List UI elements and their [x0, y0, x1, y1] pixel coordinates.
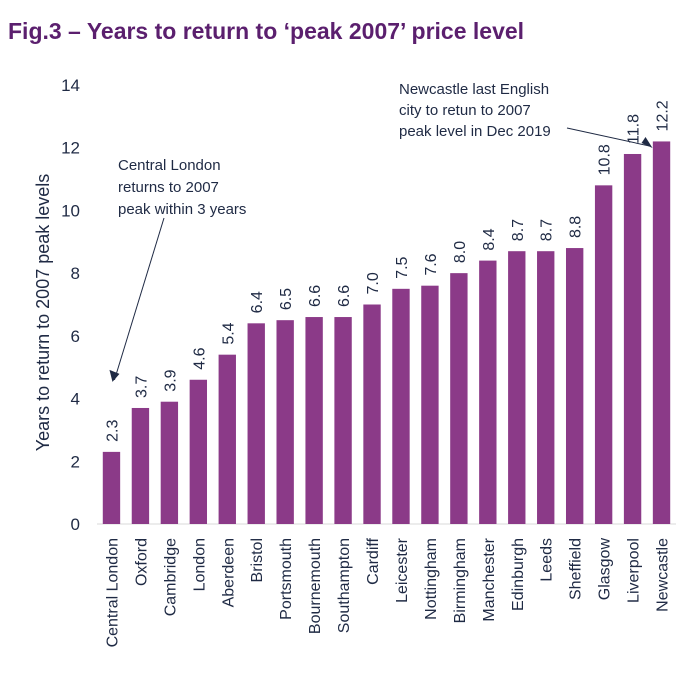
bar — [421, 285, 439, 524]
data-label: 2.3 — [104, 420, 121, 442]
data-label: 8.4 — [481, 228, 498, 250]
x-tick-label: Oxford — [133, 538, 150, 586]
data-label: 3.7 — [133, 376, 150, 398]
y-tick-label: 0 — [71, 515, 80, 534]
annotation-text: Newcastle last English — [399, 81, 549, 98]
x-tick-label: Newcastle — [655, 538, 672, 612]
data-label: 6.5 — [278, 288, 295, 310]
data-label: 4.6 — [191, 347, 208, 369]
x-tick-label: Cambridge — [162, 538, 179, 616]
data-label: 8.0 — [452, 241, 469, 263]
y-tick-label: 12 — [61, 139, 80, 158]
x-tick-label: Cardiff — [365, 537, 382, 584]
data-label: 8.8 — [568, 216, 585, 238]
x-tick-label: Leeds — [539, 538, 556, 582]
annotation-arrow — [566, 127, 650, 147]
value-labels: 2.3 3.7 3.9 4.6 5.4 6.4 6.5 6.6 6.6 7.0 7.5 7.6 8.0 8… — [104, 100, 671, 442]
x-tick-label: Aberdeen — [220, 538, 237, 607]
chart-title: Fig.3 – Years to return to ‘peak 2007’ p… — [8, 18, 525, 44]
bar — [479, 260, 497, 524]
x-tick-label: London — [191, 538, 208, 591]
data-label: 10.8 — [597, 144, 614, 175]
bar — [537, 251, 555, 524]
data-label: 12.2 — [655, 100, 672, 131]
x-tick-label: Edinburgh — [510, 538, 527, 611]
x-tick-label: Portsmouth — [278, 538, 295, 620]
bar — [247, 323, 265, 524]
x-tick-label: Nottingham — [423, 538, 440, 620]
data-label: 8.7 — [510, 219, 527, 241]
bar — [102, 451, 121, 524]
data-label: 7.0 — [365, 272, 382, 294]
x-tick-label: Central London — [104, 538, 121, 647]
x-tick-label: Manchester — [481, 537, 498, 621]
y-tick-label: 14 — [61, 76, 80, 95]
data-label: 6.6 — [336, 285, 353, 307]
y-axis-label: Years to return to 2007 peak levels — [33, 174, 53, 452]
bar — [363, 304, 381, 524]
x-tick-label: Sheffield — [568, 538, 585, 600]
data-label: 6.4 — [249, 291, 266, 313]
bar — [594, 185, 613, 525]
bar — [276, 320, 294, 524]
data-label: 5.4 — [220, 322, 237, 344]
bar — [189, 379, 208, 524]
bar — [334, 317, 352, 524]
bar — [565, 248, 584, 525]
bar — [305, 317, 323, 524]
annotations: Central London returns to 2007 peak within… — [109, 81, 653, 382]
annotation-text: city to retun to 2007 — [399, 102, 531, 119]
y-tick-label: 2 — [71, 452, 80, 471]
bar — [131, 407, 150, 524]
x-tick-label: Birmingham — [452, 538, 469, 623]
data-label: 11.8 — [626, 114, 643, 144]
x-tick-label: Leicester — [394, 537, 411, 603]
annotation-text: peak level in Dec 2019 — [399, 123, 551, 140]
bar — [218, 354, 236, 524]
bar — [392, 288, 410, 524]
bar — [450, 273, 468, 524]
y-tick-label: 10 — [61, 201, 80, 220]
annotation-arrow — [113, 217, 165, 381]
bar — [508, 251, 526, 524]
annotation-arrowhead — [641, 137, 653, 148]
data-label: 8.7 — [539, 219, 556, 241]
x-tick-label: Liverpool — [626, 538, 643, 603]
category-labels: Central London Oxford Cambridge London Aberd… — [104, 537, 671, 647]
axes: 0 2 4 6 8 10 12 14 Years to return to 2007 peak … — [33, 76, 676, 534]
data-label: 3.9 — [162, 369, 179, 391]
x-tick-label: Bournemouth — [307, 538, 324, 634]
annotation-text: Central London — [118, 157, 221, 174]
x-tick-label: Glasgow — [597, 538, 614, 601]
y-tick-label: 4 — [71, 390, 80, 409]
bar — [623, 153, 642, 524]
y-tick-label: 6 — [71, 327, 80, 346]
x-tick-label: Bristol — [249, 538, 266, 582]
data-label: 7.6 — [423, 253, 440, 275]
y-tick-label: 8 — [71, 264, 80, 283]
bar — [160, 401, 179, 524]
bar — [652, 141, 671, 524]
bars — [102, 141, 671, 525]
annotation-text: peak within 3 years — [118, 201, 246, 218]
data-label: 6.6 — [307, 285, 324, 307]
x-tick-label: Southampton — [336, 538, 353, 633]
data-label: 7.5 — [394, 256, 411, 278]
annotation-arrowhead — [109, 369, 120, 382]
annotation-text: returns to 2007 — [118, 179, 219, 196]
